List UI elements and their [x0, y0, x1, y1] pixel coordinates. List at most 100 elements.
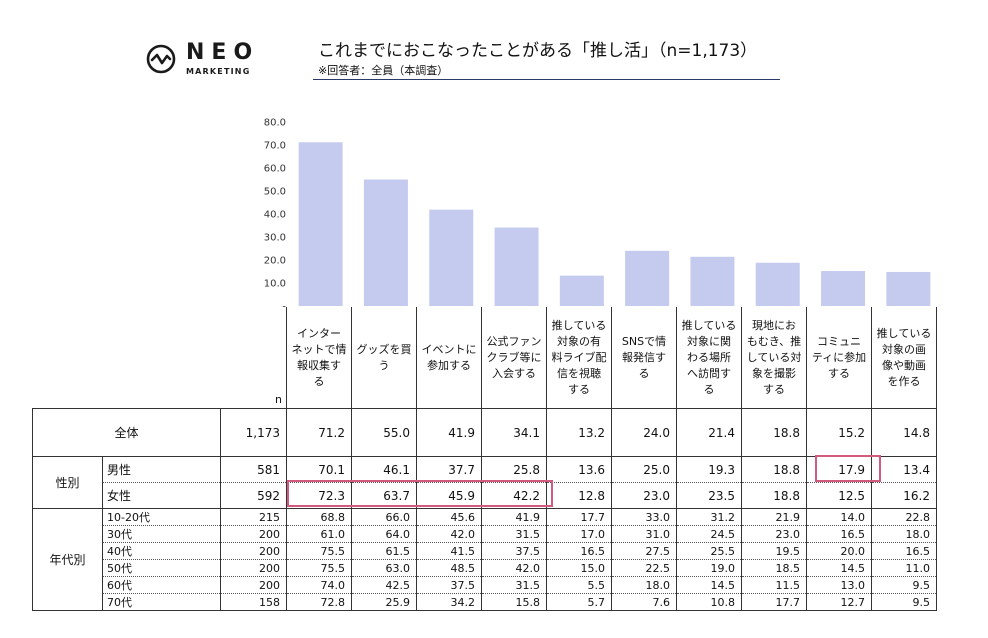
- column-header-line: SNSで情: [621, 334, 667, 348]
- column-header-line: インター: [297, 326, 341, 340]
- column-header: SNSで情 報発信する: [611, 307, 677, 409]
- column-header-line: 報収集す: [297, 358, 341, 372]
- value-cell: 63.7: [351, 482, 417, 509]
- column-header-line: る: [313, 374, 325, 388]
- value-cell: 27.5: [611, 542, 677, 560]
- value-cell: 13.2: [546, 408, 612, 457]
- column-header-line: 像や動画: [882, 358, 926, 372]
- value-cell: 19.3: [676, 456, 742, 483]
- bar: [886, 271, 931, 306]
- logo-sub: MARKETING: [186, 67, 251, 76]
- value-cell: 11.5: [741, 576, 807, 594]
- value-cell: 16.5: [806, 525, 872, 543]
- value-cell: 22.5: [611, 559, 677, 577]
- bar: [625, 250, 670, 306]
- value-cell: 37.5: [416, 576, 482, 594]
- value-cell: 74.0: [286, 576, 352, 594]
- value-cell: 70.1: [286, 456, 352, 483]
- value-cell: 37.7: [416, 456, 482, 483]
- value-cell: 75.5: [286, 559, 352, 577]
- column-header: グッズを買う: [351, 307, 417, 409]
- column-header-line: 入会する: [492, 366, 536, 380]
- column-header-line: ティに参加: [811, 350, 867, 364]
- bar: [559, 275, 604, 306]
- value-cell: 14.0: [806, 508, 872, 526]
- value-cell: 5.5: [546, 576, 612, 594]
- column-header-line: 料ライブ配: [551, 350, 607, 364]
- column-header: 公式ファンクラブ等に入会する: [481, 307, 547, 409]
- value-cell: 14.5: [676, 576, 742, 594]
- value-cell: 9.5: [871, 593, 937, 611]
- value-cell: 23.0: [741, 525, 807, 543]
- chart-subtitle: ※回答者：全員（本調査）: [318, 64, 449, 77]
- n-value: 158: [220, 593, 287, 611]
- value-cell: 33.0: [611, 508, 677, 526]
- bar: [494, 227, 539, 306]
- value-cell: 18.0: [611, 576, 677, 594]
- value-cell: 42.0: [481, 559, 547, 577]
- value-cell: 42.5: [351, 576, 417, 594]
- row-label: 男性: [102, 456, 221, 483]
- value-cell: 55.0: [351, 408, 417, 457]
- data-table: n インター ネットで情 報収集するグッズを買うイベントに 参加する 公式ファン クラブ等に…: [32, 307, 937, 611]
- column-header-line: る: [703, 382, 715, 396]
- value-cell: 61.5: [351, 542, 417, 560]
- value-cell: 45.6: [416, 508, 482, 526]
- value-cell: 7.6: [611, 593, 677, 611]
- column-header-line: 信を視聴: [557, 366, 601, 380]
- n-value: 200: [220, 559, 287, 577]
- value-cell: 66.0: [351, 508, 417, 526]
- value-cell: 25.5: [676, 542, 742, 560]
- value-cell: 19.0: [676, 559, 742, 577]
- value-cell: 11.0: [871, 559, 937, 577]
- value-cell: 45.9: [416, 482, 482, 509]
- value-cell: 31.5: [481, 525, 547, 543]
- value-cell: 37.5: [481, 542, 547, 560]
- column-header-line: を作る: [887, 374, 921, 388]
- value-cell: 18.8: [741, 482, 807, 509]
- column-header-line: 対象に関: [687, 334, 731, 348]
- value-cell: 41.5: [416, 542, 482, 560]
- value-cell: 41.9: [481, 508, 547, 526]
- value-cell: 10.8: [676, 593, 742, 611]
- value-cell: 14.8: [871, 408, 937, 457]
- blank-cell: [33, 307, 221, 409]
- y-tick-label: 10.0: [264, 279, 286, 290]
- y-tick-label: 70.0: [264, 141, 286, 152]
- value-cell: 23.0: [611, 482, 677, 509]
- value-cell: 16.2: [871, 482, 937, 509]
- group-label-age: 年代別: [32, 508, 103, 611]
- y-tick-label: 30.0: [264, 233, 286, 244]
- bar: [821, 271, 866, 306]
- n-value: 1,173: [220, 408, 287, 457]
- column-header: イベントに 参加する: [416, 307, 482, 409]
- value-cell: 5.7: [546, 593, 612, 611]
- column-header-line: 報発信す: [622, 350, 666, 364]
- logo-name: NEO: [186, 40, 260, 65]
- column-header-line: 推している: [551, 318, 607, 332]
- column-header-line: イベントに: [421, 342, 477, 356]
- value-cell: 22.8: [871, 508, 937, 526]
- row-label: 70代: [102, 593, 221, 611]
- column-header-line: 対象の画: [882, 342, 926, 356]
- value-cell: 63.0: [351, 559, 417, 577]
- value-cell: 12.7: [806, 593, 872, 611]
- row-label: 40代: [102, 542, 221, 560]
- value-cell: 24.0: [611, 408, 677, 457]
- n-header: n: [275, 393, 282, 406]
- column-header-line: クラブ等に: [486, 350, 542, 364]
- value-cell: 16.5: [871, 542, 937, 560]
- value-cell: 34.1: [481, 408, 547, 457]
- value-cell: 20.0: [806, 542, 872, 560]
- value-cell: 46.1: [351, 456, 417, 483]
- column-header-line: もむき、推: [746, 334, 802, 348]
- column-header-line: 対象の有: [557, 334, 601, 348]
- value-cell: 9.5: [871, 576, 937, 594]
- value-cell: 12.5: [806, 482, 872, 509]
- column-header: 推している 対象の画 像や動画 を作る: [871, 307, 937, 409]
- column-header-line: 象を撮影: [752, 366, 796, 380]
- bar: [298, 142, 343, 306]
- column-header-line: へ訪問す: [687, 366, 731, 380]
- column-header-line: 公式ファン: [486, 334, 542, 348]
- column-header: インター ネットで情 報収集する: [286, 307, 352, 409]
